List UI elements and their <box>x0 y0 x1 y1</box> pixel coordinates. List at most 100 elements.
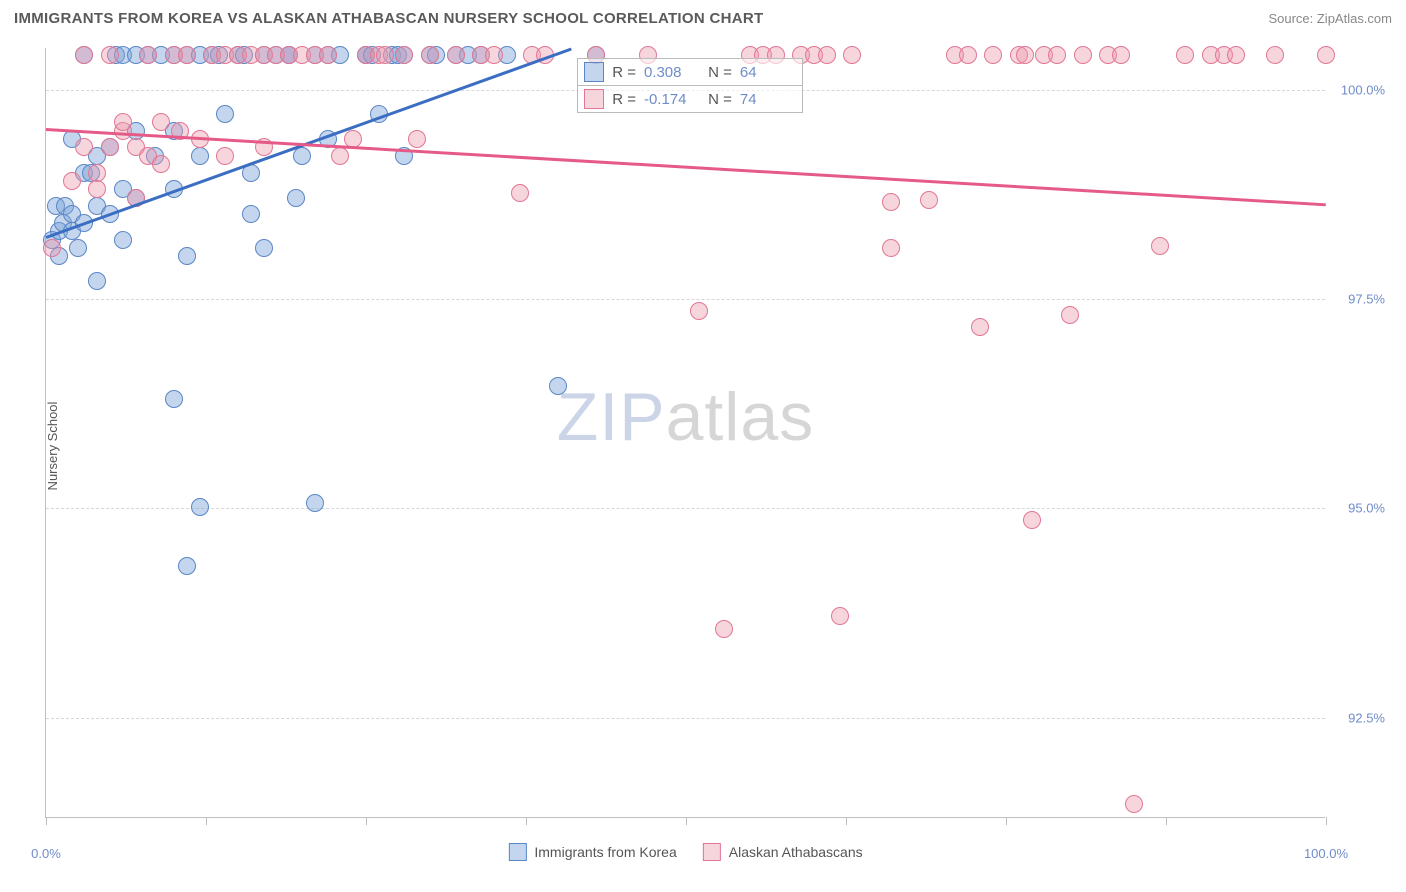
data-point <box>421 46 439 64</box>
legend-label: Alaskan Athabascans <box>729 844 863 860</box>
data-point <box>101 46 119 64</box>
data-point <box>1061 306 1079 324</box>
data-point <box>1151 237 1169 255</box>
source-prefix: Source: <box>1268 11 1316 26</box>
stats-row: R = -0.174 N = 74 <box>577 85 803 113</box>
x-tick-label: 0.0% <box>31 846 61 861</box>
data-point <box>178 46 196 64</box>
data-point <box>882 239 900 257</box>
data-point <box>139 46 157 64</box>
y-tick-label: 97.5% <box>1348 292 1385 307</box>
x-tick <box>686 817 687 825</box>
data-point <box>88 272 106 290</box>
data-point <box>75 138 93 156</box>
legend-label: Immigrants from Korea <box>534 844 676 860</box>
stats-r-value: 0.308 <box>644 64 696 81</box>
stats-box: R = 0.308 N = 64R = -0.174 N = 74 <box>577 58 803 112</box>
data-point <box>63 172 81 190</box>
stats-swatch <box>584 89 604 109</box>
stats-r-label: R = <box>612 64 636 81</box>
data-point <box>690 302 708 320</box>
chart-source: Source: ZipAtlas.com <box>1268 11 1392 26</box>
x-tick <box>526 817 527 825</box>
data-point <box>376 46 394 64</box>
data-point <box>1227 46 1245 64</box>
x-tick-label: 100.0% <box>1304 846 1348 861</box>
watermark-zip: ZIP <box>557 379 666 455</box>
data-point <box>831 607 849 625</box>
data-point <box>306 494 324 512</box>
data-point <box>1023 511 1041 529</box>
data-point <box>843 46 861 64</box>
legend-item: Immigrants from Korea <box>508 843 676 861</box>
data-point <box>959 46 977 64</box>
legend-swatch <box>508 843 526 861</box>
stats-r-label: R = <box>612 91 636 108</box>
data-point <box>395 46 413 64</box>
y-tick-label: 95.0% <box>1348 501 1385 516</box>
data-point <box>971 318 989 336</box>
data-point <box>88 180 106 198</box>
x-tick <box>206 817 207 825</box>
data-point <box>319 46 337 64</box>
legend-item: Alaskan Athabascans <box>703 843 863 861</box>
data-point <box>216 147 234 165</box>
data-point <box>114 113 132 131</box>
x-tick <box>1006 817 1007 825</box>
data-point <box>152 113 170 131</box>
data-point <box>1317 46 1335 64</box>
legend-swatch <box>703 843 721 861</box>
data-point <box>69 239 87 257</box>
data-point <box>88 164 106 182</box>
data-point <box>331 147 349 165</box>
plot-area: ZIPatlas 92.5%95.0%97.5%100.0%0.0%100.0%… <box>45 48 1325 818</box>
grid-line <box>46 508 1325 509</box>
data-point <box>715 620 733 638</box>
watermark: ZIPatlas <box>557 378 814 456</box>
y-tick-label: 92.5% <box>1348 710 1385 725</box>
data-point <box>882 193 900 211</box>
data-point <box>511 184 529 202</box>
data-point <box>165 390 183 408</box>
data-point <box>1112 46 1130 64</box>
stats-r-value: -0.174 <box>644 91 696 108</box>
stats-n-label: N = <box>704 91 732 108</box>
stats-swatch <box>584 62 604 82</box>
data-point <box>549 377 567 395</box>
stats-row: R = 0.308 N = 64 <box>577 58 803 86</box>
data-point <box>1125 795 1143 813</box>
data-point <box>1266 46 1284 64</box>
data-point <box>818 46 836 64</box>
data-point <box>114 231 132 249</box>
data-point <box>178 557 196 575</box>
data-point <box>485 46 503 64</box>
stats-n-value: 74 <box>740 91 792 108</box>
data-point <box>408 130 426 148</box>
data-point <box>242 205 260 223</box>
data-point <box>1074 46 1092 64</box>
data-point <box>255 239 273 257</box>
data-point <box>101 138 119 156</box>
data-point <box>1048 46 1066 64</box>
data-point <box>216 105 234 123</box>
x-tick <box>366 817 367 825</box>
chart-title: IMMIGRANTS FROM KOREA VS ALASKAN ATHABAS… <box>14 10 763 27</box>
data-point <box>191 147 209 165</box>
watermark-atlas: atlas <box>666 379 815 455</box>
legend: Immigrants from Korea Alaskan Athabascans <box>508 843 862 861</box>
data-point <box>191 498 209 516</box>
x-tick <box>1326 817 1327 825</box>
data-point <box>984 46 1002 64</box>
stats-n-value: 64 <box>740 64 792 81</box>
data-point <box>293 147 311 165</box>
data-point <box>1016 46 1034 64</box>
data-point <box>920 191 938 209</box>
data-point <box>75 46 93 64</box>
x-tick <box>1166 817 1167 825</box>
data-point <box>43 239 61 257</box>
data-point <box>152 155 170 173</box>
y-tick-label: 100.0% <box>1341 82 1385 97</box>
x-tick <box>46 817 47 825</box>
data-point <box>447 46 465 64</box>
data-point <box>1176 46 1194 64</box>
